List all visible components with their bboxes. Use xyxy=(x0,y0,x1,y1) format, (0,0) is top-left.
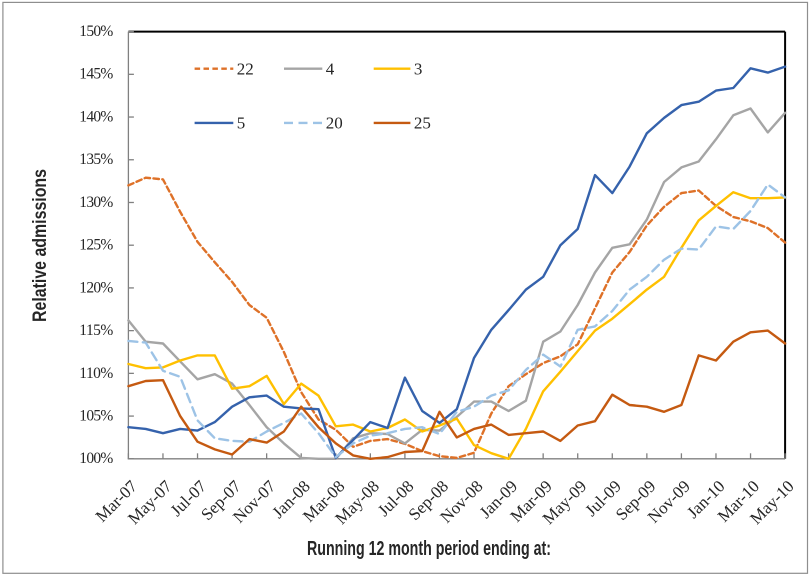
svg-text:130%: 130% xyxy=(79,194,113,211)
svg-text:100%: 100% xyxy=(79,450,113,467)
svg-text:105%: 105% xyxy=(79,408,113,425)
svg-text:125%: 125% xyxy=(79,237,113,254)
svg-text:145%: 145% xyxy=(79,66,113,83)
svg-text:3: 3 xyxy=(414,60,423,79)
svg-text:140%: 140% xyxy=(79,108,113,125)
svg-text:22: 22 xyxy=(237,60,254,79)
svg-text:110%: 110% xyxy=(79,365,113,382)
svg-text:Relative admissions: Relative admissions xyxy=(29,169,51,322)
svg-text:Running 12 month period ending: Running 12 month period ending at: xyxy=(307,538,551,560)
svg-text:4: 4 xyxy=(326,60,335,79)
svg-text:5: 5 xyxy=(237,114,246,133)
svg-text:115%: 115% xyxy=(79,322,113,339)
svg-text:120%: 120% xyxy=(79,279,113,296)
svg-text:135%: 135% xyxy=(79,151,113,168)
svg-text:150%: 150% xyxy=(79,23,113,40)
svg-text:25: 25 xyxy=(414,114,431,133)
svg-text:20: 20 xyxy=(326,114,343,133)
